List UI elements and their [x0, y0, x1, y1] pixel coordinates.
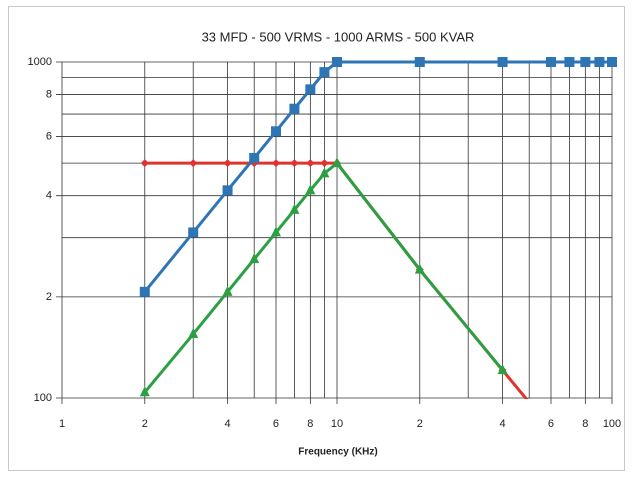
- marker: [319, 167, 330, 178]
- marker: [305, 84, 316, 95]
- marker: [139, 386, 150, 397]
- marker: [414, 57, 425, 67]
- marker: [289, 103, 300, 114]
- marker: [140, 159, 149, 168]
- x-tick-label: 4: [225, 418, 231, 430]
- marker: [222, 185, 233, 196]
- marker: [188, 328, 199, 339]
- marker: [188, 227, 199, 238]
- x-tick-label: 8: [582, 418, 588, 430]
- marker: [545, 57, 556, 67]
- marker: [249, 253, 260, 264]
- x-tick-label: 1: [59, 418, 65, 430]
- marker: [305, 184, 316, 195]
- marker: [594, 57, 605, 67]
- marker: [528, 398, 530, 399]
- marker: [222, 285, 233, 296]
- y-tick-label: 2: [46, 291, 52, 303]
- chart-title: 33 MFD - 500 VRMS - 1000 ARMS - 500 KVAR: [202, 29, 475, 44]
- y-tick-label: 100: [34, 392, 52, 404]
- marker: [607, 57, 617, 67]
- x-tick-label: 10: [331, 418, 343, 430]
- marker: [289, 203, 300, 214]
- marker: [414, 263, 425, 274]
- marker: [497, 57, 508, 67]
- y-tick-label: 8: [46, 88, 52, 100]
- marker: [271, 159, 280, 168]
- x-tick-label: 4: [500, 418, 506, 430]
- marker: [270, 226, 281, 237]
- marker: [564, 57, 575, 67]
- marker: [249, 152, 260, 163]
- marker: [306, 159, 315, 168]
- marker: [139, 286, 150, 297]
- x-axis-label: Frequency (KHz): [298, 447, 377, 458]
- x-tick-label: 2: [417, 418, 423, 430]
- marker: [332, 157, 342, 168]
- y-tick-label: 1000: [28, 56, 52, 68]
- marker: [189, 159, 198, 168]
- x-tick-label: 8: [307, 418, 313, 430]
- y-tick-label: 4: [46, 190, 52, 202]
- marker: [320, 159, 329, 168]
- y-tick-label: 6: [46, 130, 52, 142]
- x-tick-label: 2: [142, 418, 148, 430]
- marker: [223, 159, 232, 168]
- marker: [319, 67, 330, 78]
- marker: [580, 57, 591, 67]
- marker: [290, 159, 299, 168]
- chart-frame: [8, 6, 625, 471]
- series-line: [143, 60, 612, 293]
- plot-area: [139, 57, 617, 399]
- x-tick-label: 100: [603, 418, 621, 430]
- marker: [332, 57, 342, 67]
- marker: [270, 126, 281, 137]
- marker: [497, 364, 508, 375]
- x-tick-label: 6: [548, 418, 554, 430]
- x-tick-label: 6: [273, 418, 279, 430]
